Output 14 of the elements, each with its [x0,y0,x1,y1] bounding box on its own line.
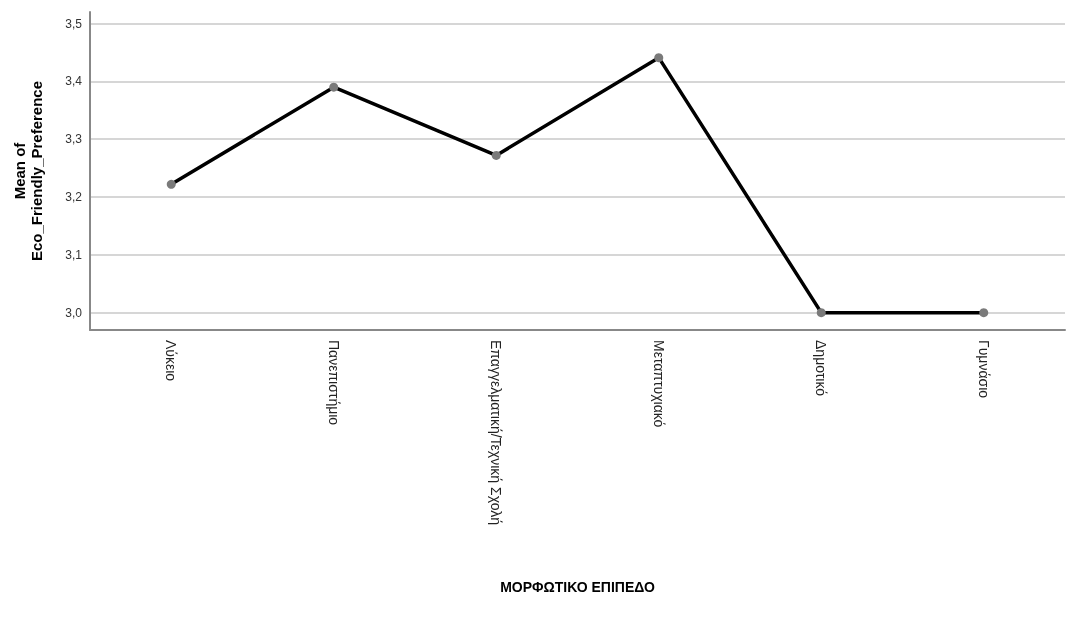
y-tick-label: 3,3 [65,132,83,147]
x-tick-label: Λύκειο [163,340,180,382]
x-axis-title: ΜΟΡΦΩΤΙΚΟ ΕΠΙΠΕΔΟ [500,579,655,595]
y-tick-label: 3,1 [65,247,83,262]
x-tick-label: Γυμνάσιο [975,340,992,399]
y-tick-label: 3,4 [65,74,83,89]
x-tick-label: Μεταπτυχιακό [650,340,667,428]
x-tick-label: Επαγγελματική/Τεχνική Σχολή [488,340,505,525]
y-tick-label: 3,0 [65,305,83,320]
x-tick-label: Δημοτικό [813,340,830,397]
y-axis-title: Mean of Eco_Friendly_Preference [11,80,45,262]
y-tick-label: 3,2 [65,190,83,205]
x-tick-label: Πανεπιστήμιο [325,340,342,426]
y-tick-label: 3,5 [65,16,83,31]
